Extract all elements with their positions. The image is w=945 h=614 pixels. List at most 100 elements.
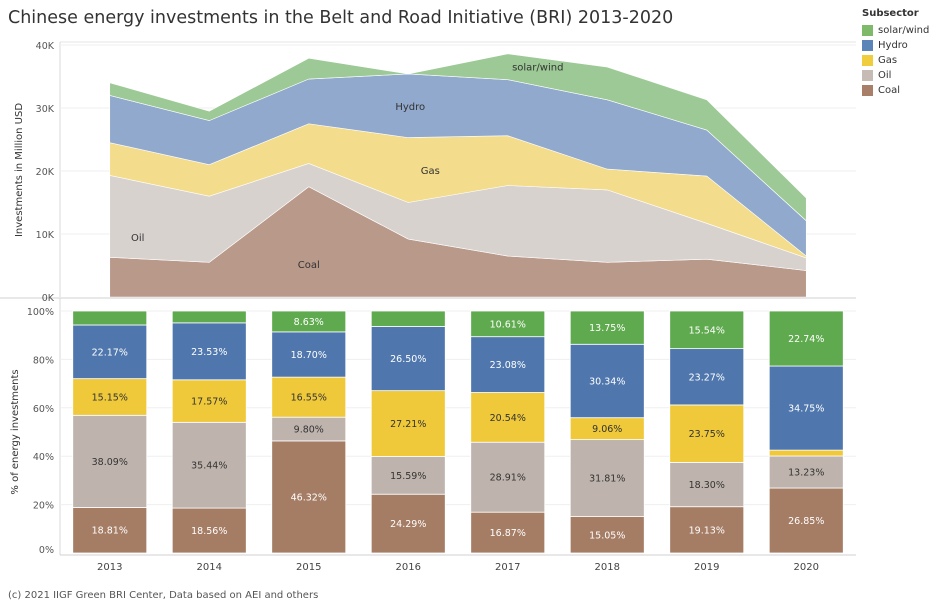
bar-segment-coal-2015[interactable] [271, 440, 347, 554]
bar-segment-solar-wind-2014[interactable] [171, 310, 247, 324]
bar-data-label: 23.53% [191, 347, 227, 358]
legend-item-gas[interactable]: Gas [862, 53, 929, 68]
bar-segment-oil-2014[interactable] [171, 421, 247, 509]
bar-segment-gas-2017[interactable] [470, 392, 546, 443]
legend-swatch [862, 55, 873, 66]
bar-data-label: 15.59% [390, 471, 426, 482]
bar-segment-hydro-2015[interactable] [271, 331, 347, 378]
bar-segment-gas-2014[interactable] [171, 379, 247, 423]
x-tick-label: 2019 [694, 562, 719, 573]
area-series-solar-wind[interactable] [109, 53, 807, 222]
bar-data-label: 18.81% [92, 526, 128, 537]
x-tick-label: 2014 [197, 562, 222, 573]
bar-segment-coal-2013[interactable] [72, 507, 148, 554]
legend-item-coal[interactable]: Coal [862, 83, 929, 98]
legend-title: Subsector [862, 8, 919, 19]
x-tick-label: 2018 [595, 562, 620, 573]
bar-data-label: 20.54% [490, 413, 526, 424]
bar-data-label: 23.08% [490, 360, 526, 371]
bar-y-tick-label: 60% [33, 404, 54, 415]
bar-segment-solar-wind-2016[interactable] [370, 310, 446, 327]
bar-data-label: 34.75% [788, 404, 824, 415]
bar-segment-oil-2013[interactable] [72, 414, 148, 508]
bar-segment-hydro-2020[interactable] [768, 365, 844, 451]
bar-segment-solar-wind-2013[interactable] [72, 310, 148, 326]
bar-y-tick-label: 0% [39, 545, 54, 556]
bar-segment-gas-2019[interactable] [669, 404, 745, 463]
bar-segment-hydro-2018[interactable] [569, 343, 645, 419]
bar-segment-oil-2018[interactable] [569, 439, 645, 517]
x-tick-label: 2016 [396, 562, 421, 573]
x-tick-label: 2015 [296, 562, 321, 573]
area-y-tick-label: 30K [36, 104, 55, 115]
bar-data-label: 26.85% [788, 516, 824, 527]
bar-segment-oil-2017[interactable] [470, 441, 546, 513]
bar-data-label: 31.81% [589, 474, 625, 485]
area-y-tick-label: 10K [36, 230, 55, 241]
bar-segment-hydro-2019[interactable] [669, 348, 745, 406]
bar-data-label: 46.32% [291, 492, 327, 503]
bar-segment-solar-wind-2019[interactable] [669, 310, 745, 350]
bar-data-label: 38.09% [92, 457, 128, 468]
legend-item-hydro[interactable]: Hydro [862, 38, 929, 53]
bar-data-label: 13.75% [589, 323, 625, 334]
bar-y-tick-label: 20% [33, 501, 54, 512]
bar-segment-gas-2020[interactable] [768, 449, 844, 457]
area-y-tick-label: 40K [36, 41, 55, 52]
bar-segment-coal-2016[interactable] [370, 493, 446, 554]
x-tick-label: 2017 [495, 562, 520, 573]
bar-segment-solar-wind-2020[interactable] [768, 310, 844, 367]
bar-segment-solar-wind-2015[interactable] [271, 310, 347, 333]
bar-segment-hydro-2014[interactable] [171, 322, 247, 381]
bar-data-label: 10.61% [490, 319, 526, 330]
bar-y-tick-label: 40% [33, 452, 54, 463]
legend-item-oil[interactable]: Oil [862, 68, 929, 83]
bar-segment-solar-wind-2018[interactable] [569, 310, 645, 345]
area-annotation: Hydro [395, 102, 425, 113]
bar-data-label: 18.70% [291, 350, 327, 361]
area-annotation: Gas [421, 166, 440, 177]
axis-layer: 0K 10K 20K 30K 40K 0% 20% 40% 60% 80% 100% 2013 2014… [27, 41, 819, 573]
legend-item-solar-wind[interactable]: solar/wind [862, 23, 929, 38]
bar-segment-oil-2016[interactable] [370, 456, 446, 495]
legend-label: Hydro [878, 40, 908, 51]
bar-segment-solar-wind-2017[interactable] [470, 310, 546, 338]
bar-data-label: 8.63% [294, 317, 324, 328]
bar-data-label: 28.91% [490, 473, 526, 484]
bar-data-label: 16.55% [291, 393, 327, 404]
bar-segment-gas-2015[interactable] [271, 376, 347, 418]
bar-y-axis-label: % of energy investments [10, 369, 21, 494]
bar-y-tick-label: 80% [33, 355, 54, 366]
bar-data-label: 35.44% [191, 461, 227, 472]
bar-segment-coal-2018[interactable] [569, 516, 645, 554]
bar-segment-hydro-2016[interactable] [370, 326, 446, 392]
bar-segment-coal-2020[interactable] [768, 487, 844, 554]
bar-data-label: 19.13% [689, 525, 725, 536]
bar-segment-coal-2019[interactable] [669, 506, 745, 554]
bar-segment-gas-2016[interactable] [370, 390, 446, 457]
legend-label: Gas [878, 55, 898, 66]
bar-y-tick-label: 100% [27, 307, 54, 318]
bar-segment-hydro-2017[interactable] [470, 336, 546, 393]
x-tick-label: 2020 [794, 562, 819, 573]
area-y-tick-label: 0K [42, 293, 55, 304]
bar-data-label: 23.27% [689, 372, 725, 383]
bar-chart: 18.81% 38.09% 15.15% 22.17% 18.56% 35.44% 17.5… [72, 310, 844, 554]
area-y-tick-label: 20K [36, 167, 55, 178]
bar-data-label: 27.21% [390, 419, 426, 430]
bar-data-label: 17.57% [191, 397, 227, 408]
bar-data-label: 22.17% [92, 347, 128, 358]
legend-swatch [862, 25, 873, 36]
x-tick-label: 2013 [97, 562, 122, 573]
legend-label: Coal [878, 85, 901, 96]
area-annotation: solar/wind [512, 63, 563, 74]
bar-segment-coal-2014[interactable] [171, 507, 247, 554]
bar-segment-oil-2019[interactable] [669, 462, 745, 508]
bar-data-label: 15.54% [689, 325, 725, 336]
area-chart: Coal Oil Gas Hydro solar/wind [109, 53, 807, 298]
bar-segment-gas-2013[interactable] [72, 378, 148, 416]
legend-label: solar/wind [878, 25, 930, 36]
bar-data-label: 18.56% [191, 526, 227, 537]
bar-data-label: 15.05% [589, 530, 625, 541]
bar-data-label: 23.75% [689, 429, 725, 440]
